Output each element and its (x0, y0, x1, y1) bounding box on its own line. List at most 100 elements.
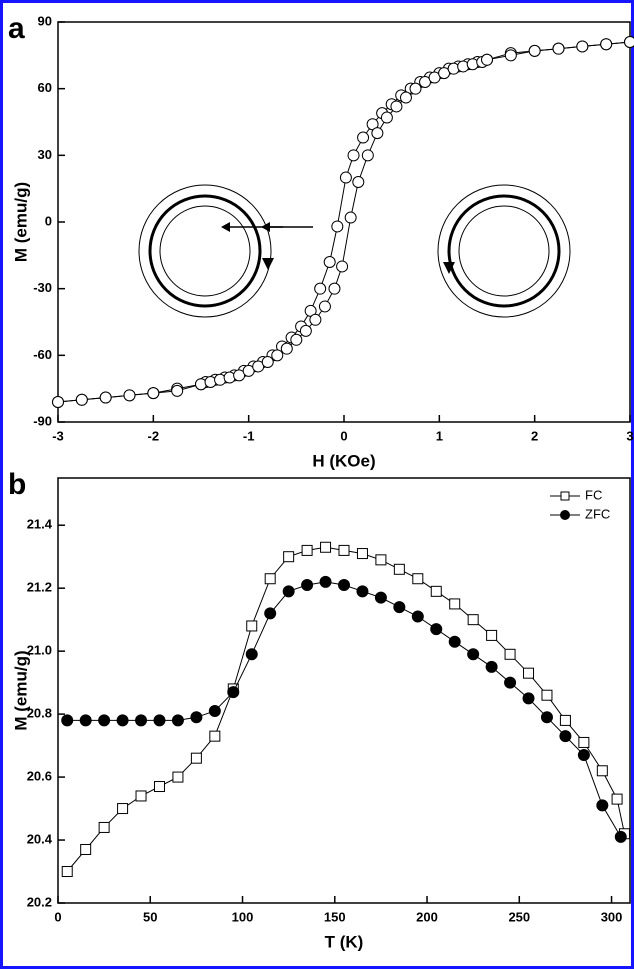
data-point (412, 573, 424, 585)
data-point (319, 575, 332, 588)
data-point (299, 324, 312, 337)
data-point (135, 714, 148, 727)
data-point (522, 692, 535, 705)
legend-label: FC (585, 487, 602, 502)
data-point (614, 830, 627, 843)
data-point (481, 53, 493, 66)
data-point (375, 554, 387, 566)
data-point (559, 714, 571, 726)
data-point (577, 749, 590, 762)
data-point (596, 765, 608, 777)
legend-marker (560, 491, 570, 501)
data-point (357, 131, 370, 144)
x-tick-label: 300 (601, 909, 623, 924)
data-point (52, 396, 64, 408)
x-tick-label: 3 (626, 428, 633, 443)
y-tick-label: 30 (38, 147, 52, 162)
data-point (559, 730, 572, 743)
data-point (135, 790, 147, 802)
x-axis-label: T (K) (325, 932, 364, 951)
x-tick-label: 0 (340, 428, 347, 443)
x-tick-label: -2 (148, 428, 160, 443)
data-point (290, 333, 303, 346)
panel-label: b (8, 468, 26, 501)
data-point (233, 369, 246, 382)
data-point (301, 579, 314, 592)
y-tick-label: -30 (33, 280, 52, 295)
data-point (98, 821, 110, 833)
data-point (552, 42, 565, 55)
data-point (528, 44, 541, 57)
legend-label: ZFC (585, 506, 610, 521)
data-point (318, 300, 331, 313)
data-point (448, 635, 461, 648)
data-point (374, 591, 387, 604)
data-point (320, 541, 332, 553)
magnetic-rings (138, 184, 571, 318)
data-point (339, 171, 352, 184)
data-point (393, 563, 405, 575)
data-point (578, 736, 590, 748)
data-point (399, 91, 412, 104)
x-tick-label: 250 (508, 909, 530, 924)
data-point (576, 40, 589, 53)
data-point (449, 598, 461, 610)
y-tick-label: 0 (45, 213, 52, 228)
data-point (411, 610, 424, 623)
data-point (430, 623, 443, 636)
data-point (361, 149, 374, 162)
data-point (611, 793, 623, 805)
data-point (209, 730, 221, 742)
x-tick-label: 2 (531, 428, 538, 443)
x-tick-label: -3 (52, 428, 64, 443)
data-point (98, 714, 111, 727)
y-tick-label: 60 (38, 80, 52, 95)
data-point (540, 711, 553, 724)
data-point (309, 313, 322, 326)
data-point (246, 620, 258, 632)
y-tick-label: 20.6 (27, 769, 52, 784)
y-tick-label: 21.0 (27, 643, 52, 658)
data-point (486, 629, 498, 641)
data-point (116, 714, 129, 727)
data-point (283, 551, 295, 563)
data-point (323, 256, 336, 268)
data-point (242, 364, 255, 377)
data-point (347, 149, 360, 162)
data-point (301, 544, 313, 556)
data-point (172, 771, 184, 783)
series (61, 575, 627, 843)
y-axis-label: M (emu/g) (11, 182, 30, 262)
data-point (390, 100, 403, 113)
data-point (264, 573, 276, 585)
y-axis-label: M (emu/g) (11, 650, 30, 730)
data-point (624, 36, 634, 48)
data-point (171, 714, 184, 727)
series (52, 36, 634, 408)
data-point (467, 614, 479, 626)
x-tick-label: 0 (54, 909, 61, 924)
data-point (380, 111, 393, 124)
data-point (485, 660, 498, 673)
data-point (75, 393, 88, 406)
data-point (504, 648, 516, 660)
data-point (171, 384, 184, 397)
data-point (338, 544, 350, 556)
data-point (438, 67, 451, 80)
data-point (600, 38, 613, 51)
x-tick-label: 150 (324, 909, 346, 924)
y-tick-label: -60 (33, 347, 52, 362)
data-point (356, 585, 369, 598)
data-point (344, 211, 357, 224)
data-point (352, 176, 365, 188)
x-tick-label: 100 (232, 909, 254, 924)
y-tick-label: 21.4 (27, 517, 53, 532)
data-point (393, 601, 406, 614)
data-point (79, 714, 92, 727)
data-point (261, 356, 274, 368)
y-tick-label: 21.2 (27, 580, 52, 595)
data-point (61, 714, 74, 727)
y-tick-label: 20.8 (27, 706, 52, 721)
data-point (153, 781, 165, 793)
